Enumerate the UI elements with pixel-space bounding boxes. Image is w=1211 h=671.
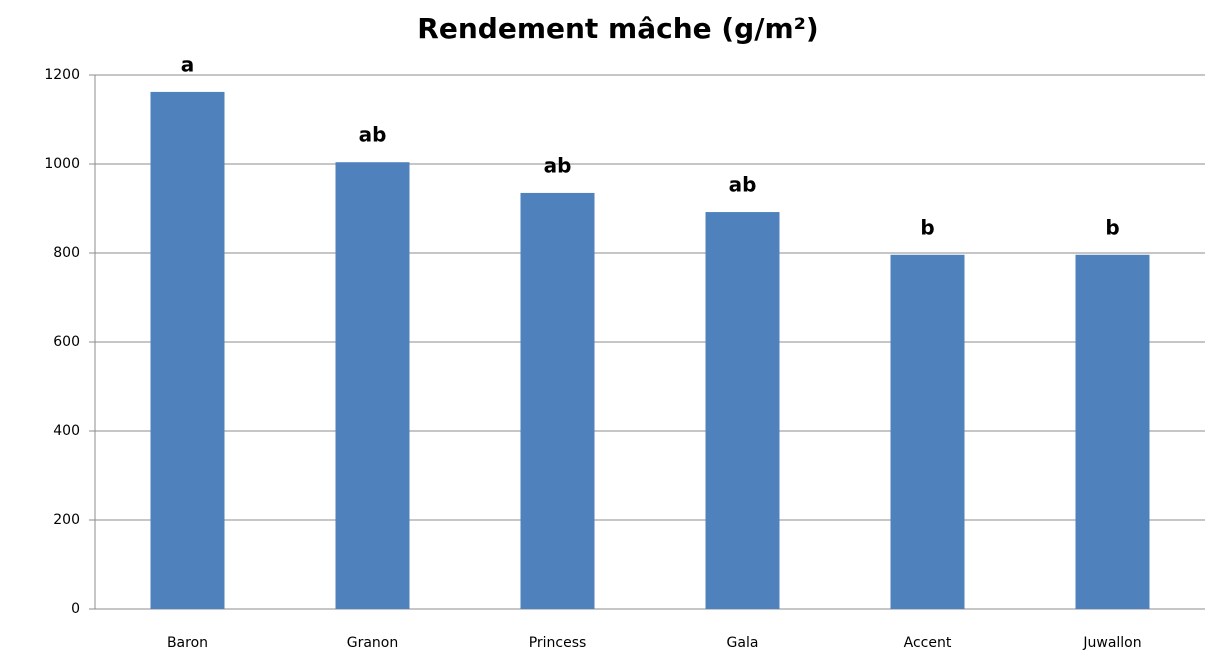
x-tick-label: Accent [904, 635, 952, 651]
chart-title: Rendement mâche (g/m²) [417, 12, 818, 45]
x-tick-label: Juwallon [1082, 635, 1141, 651]
bar [890, 254, 965, 609]
bar [150, 91, 225, 609]
annotation: ab [359, 123, 387, 147]
bar [335, 162, 410, 609]
x-tick-label: Gala [727, 635, 759, 651]
y-tick-label: 600 [53, 334, 80, 350]
annotation: a [181, 52, 195, 76]
x-tick-label: Granon [347, 635, 399, 651]
annotation: b [1105, 215, 1119, 239]
annotation: b [920, 215, 934, 239]
y-tick-label: 200 [53, 512, 80, 528]
bar [1075, 254, 1150, 609]
bar [705, 212, 780, 609]
y-tick-label: 0 [71, 601, 80, 617]
y-tick-label: 1000 [44, 156, 80, 172]
bar [520, 192, 595, 610]
x-tick-label: Baron [167, 635, 208, 651]
x-tick-label: Princess [529, 635, 587, 651]
y-tick-label: 1200 [44, 67, 80, 83]
y-tick-label: 400 [53, 423, 80, 439]
annotation: ab [544, 153, 572, 177]
y-tick-label: 800 [53, 245, 80, 261]
annotation: ab [729, 173, 757, 197]
